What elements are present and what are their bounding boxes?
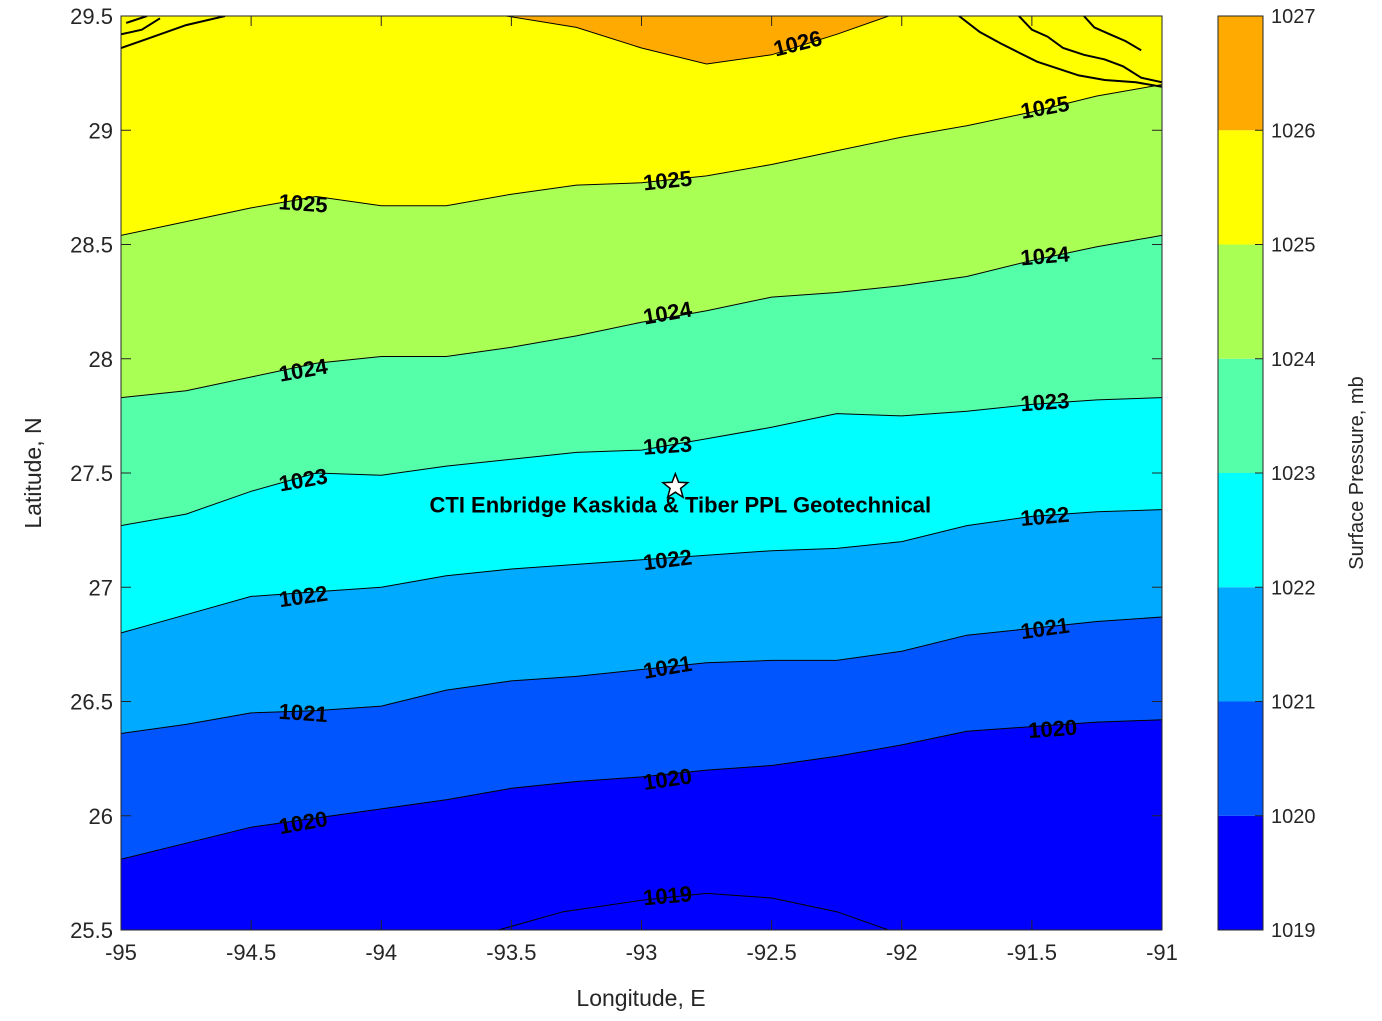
contour-line-1022 xyxy=(121,509,1162,634)
plot-area: 1019102010201020102110211021102210221022… xyxy=(121,16,1162,930)
contour-label: 1023 xyxy=(642,431,693,459)
x-tick-label: -92.5 xyxy=(747,940,797,965)
contour-label: 1022 xyxy=(642,544,694,575)
x-tick-label: -93 xyxy=(626,940,658,965)
colorbar-segment-1019 xyxy=(1218,815,1263,930)
colorbar-tick-label: 1024 xyxy=(1271,349,1316,371)
y-axis-label: Latitude, N xyxy=(20,417,46,528)
x-axis: -95 -94.5 -94 -93.5 -93 -92.5 -92 -91.5 -91 xyxy=(105,16,1178,965)
contour-line-1025 xyxy=(121,84,1162,236)
colorbar-tick-label: 1027 xyxy=(1271,6,1316,28)
colorbar-tick-label: 1023 xyxy=(1271,463,1316,485)
colorbar-tick-label: 1020 xyxy=(1271,806,1316,828)
colorbar-segment-1022 xyxy=(1218,473,1263,588)
contour-label: 1023 xyxy=(1020,388,1071,416)
coastline-1 xyxy=(121,17,161,36)
x-tick-label: -94.5 xyxy=(226,940,276,965)
y-tick-label: 29 xyxy=(89,118,113,143)
contour-line-1019 xyxy=(498,892,889,930)
y-tick-label: 29.5 xyxy=(70,4,113,29)
contour-labels: 1019102010201020102110211021102210221022… xyxy=(277,25,1078,910)
y-tick-label: 27 xyxy=(89,575,113,600)
colorbar-tick-label: 1019 xyxy=(1271,920,1316,942)
colorbar-segment-1021 xyxy=(1218,587,1263,702)
x-tick-label: -94 xyxy=(365,940,397,965)
contour-label: 1020 xyxy=(1027,715,1078,743)
contour-line-1020 xyxy=(121,719,1162,860)
y-tick-label: 26 xyxy=(89,804,113,829)
coastlines xyxy=(121,16,1162,88)
colorbar-label: Surface Pressure, mb xyxy=(1346,376,1368,569)
x-tick-label: -91 xyxy=(1146,940,1178,965)
contour-label: 1021 xyxy=(278,699,329,727)
contour-band-1026 xyxy=(506,16,889,64)
x-tick-label: -91.5 xyxy=(1007,940,1057,965)
coastline-4 xyxy=(1018,16,1162,84)
contour-fills xyxy=(121,16,1162,930)
contour-line-1026 xyxy=(506,16,889,65)
contour-label: 1019 xyxy=(642,881,693,910)
y-tick-label: 26.5 xyxy=(70,690,113,715)
colorbar-segment-1024 xyxy=(1218,244,1263,359)
colorbar-tick-label: 1021 xyxy=(1271,692,1316,714)
y-tick-label: 27.5 xyxy=(70,461,113,486)
colorbar-tick-label: 1025 xyxy=(1271,235,1316,257)
colorbar: 1019 1020 1021 1022 1023 1024 1025 1026 1027 xyxy=(1217,6,1316,942)
contour-band-1025 xyxy=(121,16,1162,236)
site-group: CTI Enbridge Kaskida & Tiber PPL Geotech… xyxy=(430,471,932,518)
colorbar-tick-label: 1026 xyxy=(1271,120,1316,142)
x-axis-label: Longitude, E xyxy=(576,985,705,1011)
site-label: CTI Enbridge Kaskida & Tiber PPL Geotech… xyxy=(430,493,932,518)
colorbar-segment-1020 xyxy=(1218,701,1263,816)
contour-label: 1024 xyxy=(1019,241,1071,270)
contour-label: 1025 xyxy=(278,189,329,217)
x-tick-label: -92 xyxy=(886,940,918,965)
x-tick-label: -93.5 xyxy=(486,940,536,965)
y-tick-label: 25.5 xyxy=(70,918,113,943)
contour-label: 1022 xyxy=(1019,502,1070,531)
y-tick-label: 28.5 xyxy=(70,233,113,258)
y-axis: 25.5 26 26.5 27 27.5 28 28.5 29 29.5 xyxy=(70,4,1162,943)
x-tick-label: -95 xyxy=(105,940,137,965)
contour-line-1023 xyxy=(121,397,1162,527)
site-star-marker xyxy=(660,471,690,499)
contour-label: 1025 xyxy=(642,166,693,196)
colorbar-tick-label: 1022 xyxy=(1271,577,1316,599)
y-tick-label: 28 xyxy=(89,347,113,372)
coastline-5 xyxy=(1083,16,1142,52)
coastline-0 xyxy=(121,16,226,49)
colorbar-segment-1023 xyxy=(1218,358,1263,473)
coastline-2 xyxy=(125,16,148,24)
contour-line-1021 xyxy=(121,616,1162,734)
contour-line-1024 xyxy=(121,234,1162,399)
coastline-3 xyxy=(958,16,1162,88)
colorbar-segment-1025 xyxy=(1218,130,1263,245)
colorbar-segment-1026 xyxy=(1218,16,1263,131)
contour-lines xyxy=(121,16,1162,930)
